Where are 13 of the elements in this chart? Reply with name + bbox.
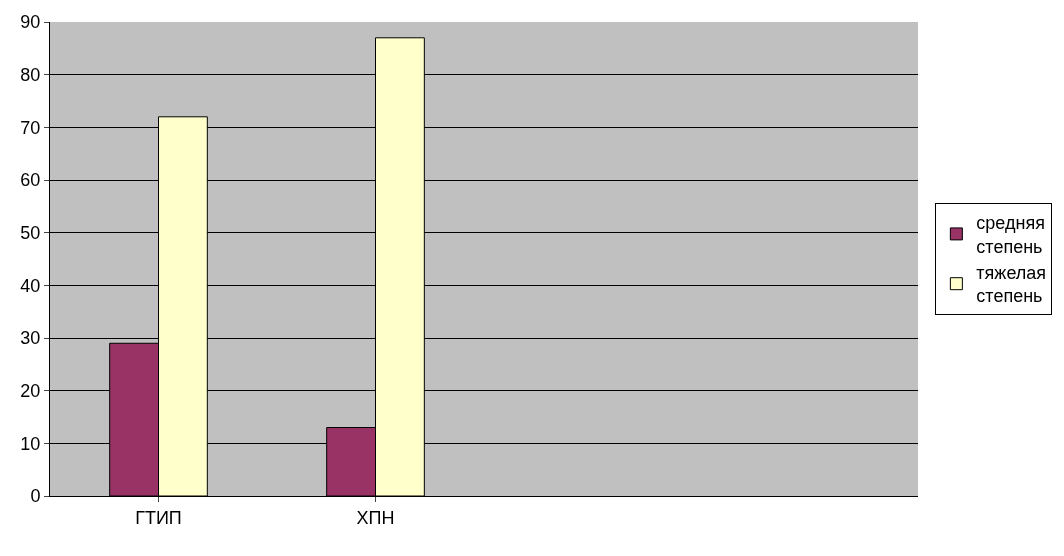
x-tick-label: ГТИП xyxy=(135,507,182,528)
y-tick-label: 20 xyxy=(20,380,41,401)
y-tick-label: 70 xyxy=(20,117,41,138)
y-tick-label: 0 xyxy=(30,486,41,507)
y-tick-label: 40 xyxy=(20,275,41,296)
y-tick-label: 50 xyxy=(20,222,41,243)
y-tick-label: 10 xyxy=(20,433,41,454)
x-tick-label: ХПН xyxy=(356,507,395,528)
y-tick-label: 60 xyxy=(20,170,41,191)
y-tick-label: 90 xyxy=(20,12,41,33)
y-tick-label: 80 xyxy=(20,64,41,85)
y-tick-label: 30 xyxy=(20,328,41,349)
legend-label: тяжелая степень xyxy=(976,263,1047,307)
